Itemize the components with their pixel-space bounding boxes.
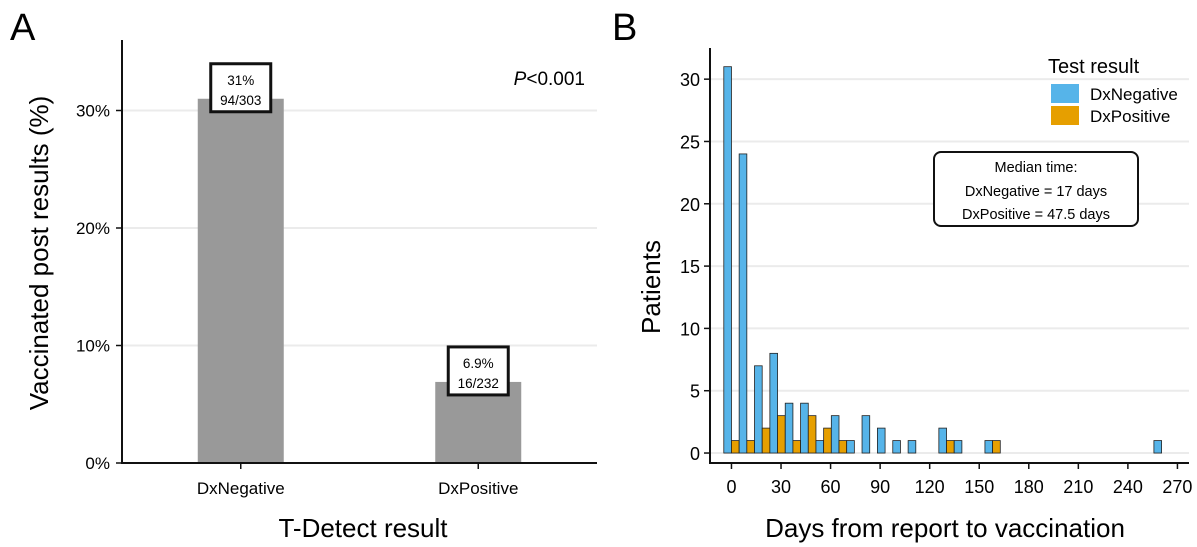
panel-a-x-ticks: DxNegative DxPositive: [197, 463, 518, 498]
bar-dxpositive: [731, 440, 740, 454]
panel-a-x-axis-title: T-Detect result: [278, 513, 448, 543]
bar-dxpositive: [777, 415, 786, 454]
bar-dxpositive: [746, 440, 755, 454]
bar-dxnegative: [892, 440, 901, 454]
legend-label-dxnegative: DxNegative: [1090, 85, 1178, 104]
bar-dxpositive: [761, 427, 771, 454]
annotation-box: [933, 151, 1139, 227]
legend-label-dxpositive: DxPositive: [1090, 107, 1170, 126]
bar-label-box-dxnegative: [209, 62, 273, 114]
bar-label-percent-dxpositive: 6.9%: [463, 356, 494, 371]
panel-b-y-tick-label: 25: [680, 132, 700, 152]
bar-dxpositive: [823, 427, 832, 454]
panel-b-y-axis-title: Patients: [636, 240, 666, 334]
panel-a: A 0% 10% 20% 30% DxNegative DxPositive 31% 94…: [10, 7, 597, 543]
panel-b-x-tick-label: 210: [1063, 477, 1093, 497]
bar-dxpositive: [946, 440, 955, 454]
panel-b-y-tick-label: 5: [690, 382, 700, 402]
legend-swatch-dxpositive: [1051, 106, 1079, 125]
panel-a-x-tick-label-dxnegative: DxNegative: [197, 479, 285, 498]
panel-b-x-tick-label: 270: [1162, 477, 1192, 497]
annotation-line-dxnegative: DxNegative = 17 days: [965, 184, 1107, 200]
panel-a-pvalue: P<0.001: [514, 69, 585, 90]
panel-a-y-axis-title: Vaccinated post results (%): [24, 96, 54, 411]
panel-a-label: A: [10, 7, 36, 49]
panel-a-y-tick-label: 10%: [76, 337, 110, 356]
pvalue-rest: <0.001: [526, 69, 585, 90]
bar-dxnegative: [1153, 440, 1162, 454]
bar-label-box-dxpositive: [446, 345, 510, 397]
bar-dxnegative: [738, 153, 748, 454]
bar-dxnegative: [877, 427, 886, 454]
panel-b-x-axis-title: Days from report to vaccination: [765, 513, 1125, 543]
annotation-line-dxpositive: DxPositive = 47.5 days: [962, 207, 1110, 223]
median-time-annotation: Median time: DxNegative = 17 days DxPosi…: [933, 151, 1139, 227]
bar-dxnegative: [953, 440, 963, 454]
panel-b-label: B: [612, 7, 637, 49]
panel-b-y-tick-label: 0: [690, 444, 700, 464]
panel-b-x-tick-label: 0: [726, 477, 736, 497]
panel-b-x-tick-label: 180: [1014, 477, 1044, 497]
panel-b-x-tick-label: 150: [964, 477, 994, 497]
annotation-title: Median time:: [994, 160, 1077, 176]
panel-a-bar-labels: 31% 94/303 6.9% 16/232: [209, 62, 510, 397]
bar-dxpositive: [792, 440, 801, 454]
bar-dxnegative: [861, 415, 871, 454]
bar-dxnegative: [984, 440, 994, 454]
panel-b-x-tick-label: 90: [870, 477, 890, 497]
bar-dxpositive: [807, 415, 817, 454]
panel-a-y-ticks: 0% 10% 20% 30%: [76, 102, 122, 473]
panel-a-gridlines: [122, 109, 597, 464]
panel-a-y-tick-label: 30%: [76, 102, 110, 121]
bar-dxnegative: [830, 415, 840, 454]
bar-dxnegative: [197, 98, 284, 463]
panel-a-bars: [197, 98, 522, 463]
panel-b-x-tick-label: 120: [915, 477, 945, 497]
panel-b-x-tick-label: 30: [771, 477, 791, 497]
legend-swatch-dxnegative: [1051, 84, 1079, 103]
panel-a-y-tick-label: 0%: [85, 454, 110, 473]
bar-label-fraction-dxnegative: 94/303: [220, 93, 261, 108]
panel-b-y-tick-label: 20: [680, 195, 700, 215]
bar-dxnegative: [938, 427, 947, 454]
panel-b-y-tick-label: 30: [680, 70, 700, 90]
panel-a-x-tick-label-dxpositive: DxPositive: [438, 479, 518, 498]
bar-dxpositive: [838, 440, 848, 454]
bar-label-percent-dxnegative: 31%: [227, 73, 254, 88]
bar-label-fraction-dxpositive: 16/232: [458, 376, 499, 391]
bar-dxnegative: [784, 402, 794, 454]
panel-b-x-tick-label: 60: [821, 477, 841, 497]
bar-dxnegative: [815, 440, 825, 454]
legend-title: Test result: [1048, 56, 1140, 78]
bar-dxpositive: [992, 440, 1001, 454]
panel-b-y-tick-label: 10: [680, 319, 700, 339]
panel-a-y-tick-label: 20%: [76, 219, 110, 238]
bar-dxnegative: [769, 352, 778, 454]
bar-dxnegative: [723, 66, 732, 454]
bar-dxnegative: [800, 402, 809, 454]
bar-dxnegative: [846, 440, 855, 454]
panel-b-y-tick-label: 15: [680, 257, 700, 277]
bar-dxnegative: [754, 365, 763, 454]
legend: Test result DxNegative DxPositive: [1048, 56, 1178, 126]
panel-b-y-ticks: 0 5 10 15 20 25 30: [680, 70, 710, 464]
panel-b-bars: [723, 66, 1162, 454]
panel-b: B 0 5 10 15 20 25 30 0 30 60 90 120 150 180 210 240 270…: [612, 7, 1192, 543]
panel-b-x-ticks: 0 30 60 90 120 150 180 210 240 270: [726, 463, 1192, 497]
bar-dxnegative: [907, 440, 917, 454]
panel-b-gridlines: [710, 78, 1189, 455]
pvalue-prefix: P: [514, 69, 527, 90]
panel-b-x-tick-label: 240: [1113, 477, 1143, 497]
